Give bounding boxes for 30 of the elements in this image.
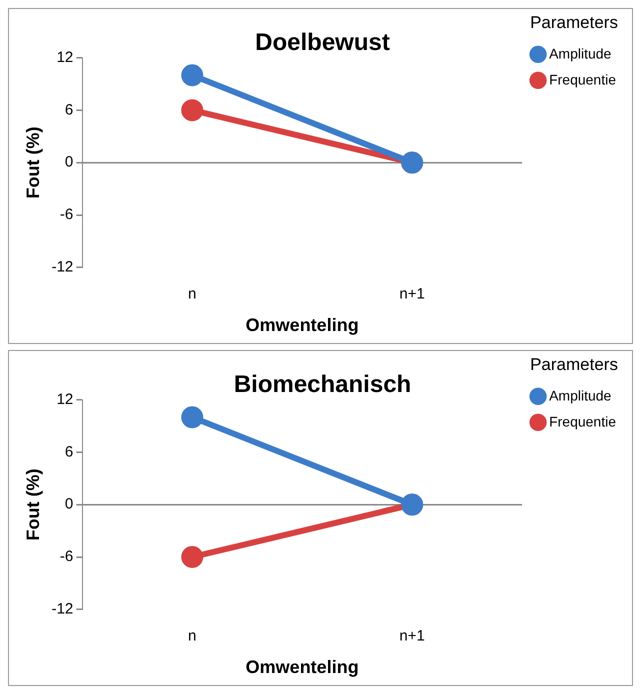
y-axis-title: Fout (%) [22,468,43,541]
chart-title: Biomechanisch [234,371,412,398]
y-tick-label: 0 [64,496,74,513]
legend-label: Frequentie [549,71,616,88]
y-tick-label: -6 [60,548,74,566]
x-axis-title: Omwenteling [246,657,359,678]
y-tick-label: 12 [56,48,74,66]
y-tick-label: -12 [52,258,74,276]
x-tick-label: n+1 [399,286,425,303]
legend-title: Parameters [530,13,618,32]
y-tick-label: 6 [64,443,74,460]
legend-title: Parameters [530,355,618,374]
point [181,64,204,86]
y-tick-label: -6 [60,206,74,224]
x-tick-label: n [188,286,196,303]
y-tick-label: 0 [64,154,74,171]
x-axis-title: Omwenteling [246,315,359,336]
point [181,406,204,428]
point [181,546,204,568]
x-tick-label: n+1 [399,628,425,645]
point [181,99,204,122]
y-tick-label: -12 [52,600,74,618]
legend-label: Frequentie [549,413,616,430]
y-tick-label: 6 [64,101,74,118]
chart-title: Doelbewust [255,29,390,56]
y-tick-label: 12 [56,390,74,408]
y-axis-title: Fout (%) [22,126,43,199]
x-tick-label: n [188,628,196,645]
legend-label: Amplitude [549,45,612,62]
legend-label: Amplitude [549,387,612,404]
